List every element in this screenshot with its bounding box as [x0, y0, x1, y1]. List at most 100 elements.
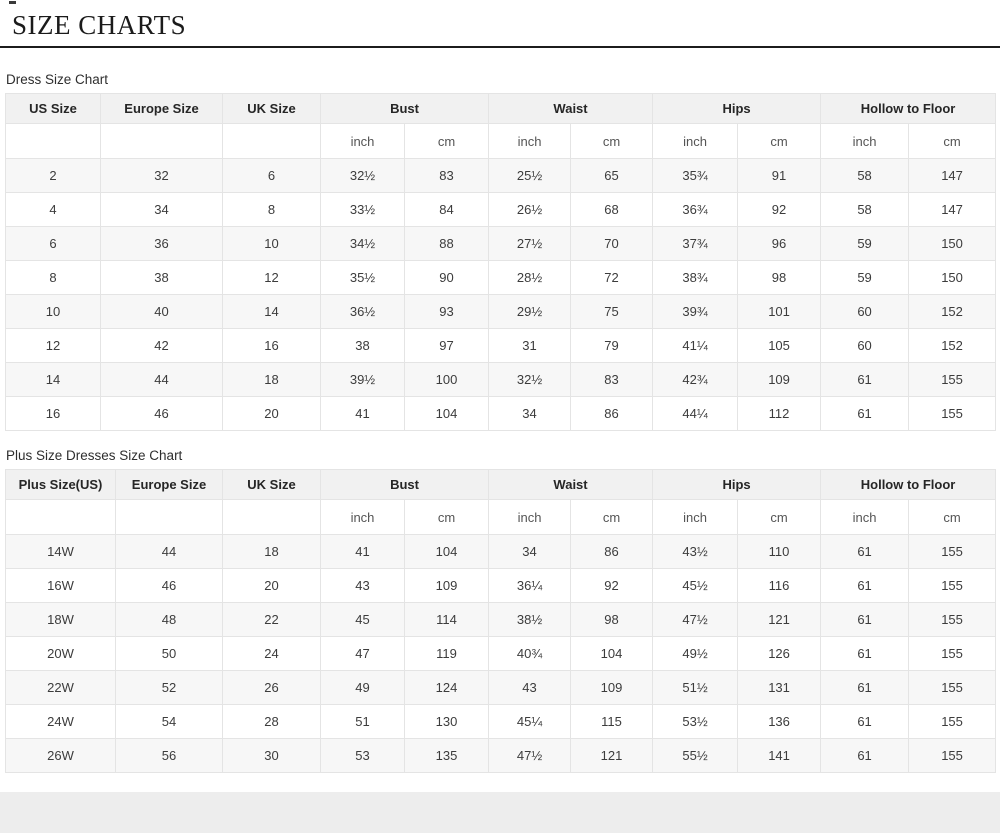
- table-cell: 155: [908, 636, 997, 671]
- column-header: Plus Size(US): [5, 469, 116, 500]
- table-cell: 147: [908, 158, 997, 193]
- table-cell: 147: [908, 192, 997, 227]
- table-cell: 38: [320, 328, 405, 363]
- table-cell: 59: [820, 260, 910, 295]
- table-cell: 68: [570, 192, 654, 227]
- table-cell: 16: [222, 328, 321, 363]
- table-cell: 61: [820, 534, 910, 569]
- table-cell: 41: [320, 534, 405, 569]
- table-cell: 92: [570, 568, 654, 603]
- table-cell: 49½: [652, 636, 739, 671]
- table-cell: 28: [222, 704, 321, 739]
- page-title: SIZE CHARTS: [12, 10, 187, 40]
- table-cell: 36¼: [488, 568, 572, 603]
- table-cell: 25½: [488, 158, 572, 193]
- table-row: 26W 56 30 53 135 47½ 121 55½ 141 61 155: [5, 738, 997, 773]
- table-cell: 6: [5, 226, 101, 261]
- table-cell: 59: [820, 226, 910, 261]
- column-header: US Size: [5, 93, 101, 124]
- table-cell: 109: [737, 362, 822, 397]
- column-header: Bust: [319, 93, 490, 124]
- table-cell: 48: [115, 602, 223, 637]
- table-row: 16W 46 20 43 109 36¼ 92 45½ 116 61 155: [5, 568, 997, 603]
- table-cell: 60: [820, 328, 910, 363]
- table-cell: 112: [737, 396, 822, 431]
- table-cell: 104: [403, 534, 490, 569]
- column-header: Europe Size: [100, 93, 223, 124]
- plus-size-table-caption: Plus Size Dresses Size Chart: [6, 448, 183, 463]
- table-cell: 61: [820, 568, 910, 603]
- column-header: Bust: [319, 469, 490, 500]
- unit-header: cm: [403, 123, 490, 159]
- column-header: Hollow to Floor: [820, 469, 997, 500]
- table-cell: 109: [403, 568, 490, 603]
- table-cell: 61: [820, 602, 910, 637]
- footer-strip: [0, 792, 1000, 833]
- table-row: 16 46 20 41 104 34 86 44¼ 112 61 155: [5, 396, 997, 431]
- table-cell: 98: [737, 260, 822, 295]
- table-cell: 37¾: [652, 226, 739, 261]
- table-cell: 141: [737, 738, 822, 773]
- table-cell: 155: [908, 602, 997, 637]
- table-cell: 36¾: [652, 192, 739, 227]
- unit-header: [222, 123, 321, 159]
- table-cell: 40¾: [488, 636, 572, 671]
- title-block: SIZE CHARTS: [0, 0, 1000, 48]
- table-cell: 32: [100, 158, 223, 193]
- table-cell: 83: [403, 158, 490, 193]
- table-cell: 60: [820, 294, 910, 329]
- table-cell: 93: [403, 294, 490, 329]
- table-cell: 136: [737, 704, 822, 739]
- table-cell: 34: [488, 534, 572, 569]
- table-row: 4 34 8 33½ 84 26½ 68 36¾ 92 58 147: [5, 192, 997, 227]
- table-cell: 44: [115, 534, 223, 569]
- table-cell: 14: [222, 294, 321, 329]
- table-cell: 54: [115, 704, 223, 739]
- top-left-tick-decoration: [9, 1, 16, 4]
- table-cell: 28½: [488, 260, 572, 295]
- unit-header-row: inch cm inch cm inch cm inch cm: [5, 123, 997, 159]
- table-row: 2 32 6 32½ 83 25½ 65 35¾ 91 58 147: [5, 158, 997, 193]
- table-cell: 131: [737, 670, 822, 705]
- header-row: US Size Europe Size UK Size Bust Waist Hips Ho…: [5, 93, 997, 124]
- unit-header: cm: [403, 499, 490, 535]
- table-cell: 84: [403, 192, 490, 227]
- table-cell: 92: [737, 192, 822, 227]
- table-cell: 18: [222, 534, 321, 569]
- table-cell: 31: [488, 328, 572, 363]
- table-cell: 45½: [652, 568, 739, 603]
- table-cell: 33½: [320, 192, 405, 227]
- unit-header: cm: [737, 123, 822, 159]
- table-cell: 47½: [488, 738, 572, 773]
- table-cell: 114: [403, 602, 490, 637]
- table-cell: 41¼: [652, 328, 739, 363]
- dress-size-table: US Size Europe Size UK Size Bust Waist Hips Ho…: [5, 93, 997, 431]
- table-row: 8 38 12 35½ 90 28½ 72 38¾ 98 59 150: [5, 260, 997, 295]
- table-cell: 16: [5, 396, 101, 431]
- table-cell: 150: [908, 226, 997, 261]
- table-cell: 65: [570, 158, 654, 193]
- table-row: 12 42 16 38 97 31 79 41¼ 105 60 152: [5, 328, 997, 363]
- table-cell: 155: [908, 396, 997, 431]
- table-cell: 8: [5, 260, 101, 295]
- table-cell: 61: [820, 362, 910, 397]
- table-cell: 14W: [5, 534, 116, 569]
- table-cell: 104: [403, 396, 490, 431]
- table-cell: 70: [570, 226, 654, 261]
- table-cell: 26½: [488, 192, 572, 227]
- table-cell: 47½: [652, 602, 739, 637]
- table-cell: 58: [820, 158, 910, 193]
- table-cell: 152: [908, 328, 997, 363]
- table-cell: 105: [737, 328, 822, 363]
- table-cell: 20W: [5, 636, 116, 671]
- table-cell: 86: [570, 396, 654, 431]
- table-row: 6 36 10 34½ 88 27½ 70 37¾ 96 59 150: [5, 226, 997, 261]
- column-header: Europe Size: [115, 469, 223, 500]
- table-cell: 124: [403, 670, 490, 705]
- table-cell: 155: [908, 704, 997, 739]
- table-cell: 26W: [5, 738, 116, 773]
- table-cell: 18W: [5, 602, 116, 637]
- unit-header: cm: [908, 123, 997, 159]
- table-cell: 72: [570, 260, 654, 295]
